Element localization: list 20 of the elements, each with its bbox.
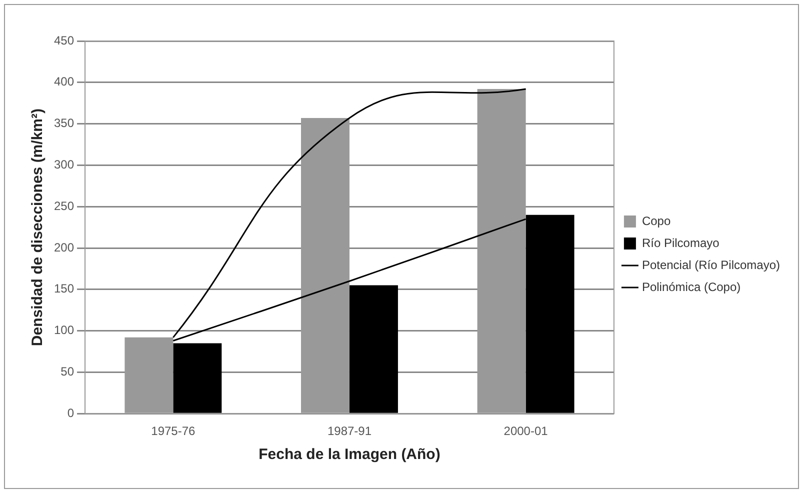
legend-label: Río Pilcomayo	[642, 236, 720, 250]
x-tick-label: 1987-91	[327, 424, 372, 438]
y-tick-label: 200	[54, 240, 74, 254]
y-tick-label: 450	[54, 33, 74, 48]
y-axis-title: Densidad de disecciones (m/km²)	[29, 108, 46, 346]
y-tick-label: 400	[54, 74, 74, 89]
y-tick-label: 300	[54, 158, 74, 172]
y-tick-label: 250	[54, 198, 74, 213]
legend-label: Polinómica (Copo)	[642, 280, 741, 294]
y-tick-label: 50	[60, 364, 74, 379]
legend-label: Potencial (Río Pilcomayo)	[642, 258, 780, 272]
y-tick-label: 100	[54, 323, 74, 338]
y-tick-label: 0	[67, 406, 74, 420]
legend-label: Copo	[642, 214, 671, 228]
x-tick-label: 1975-76	[151, 424, 196, 438]
x-tick-label: 2000-01	[504, 424, 548, 438]
bar	[349, 285, 398, 413]
y-tick-label: 150	[54, 282, 74, 296]
y-tick-label: 350	[54, 116, 74, 130]
x-axis-title: Fecha de la Imagen (Año)	[258, 446, 440, 464]
